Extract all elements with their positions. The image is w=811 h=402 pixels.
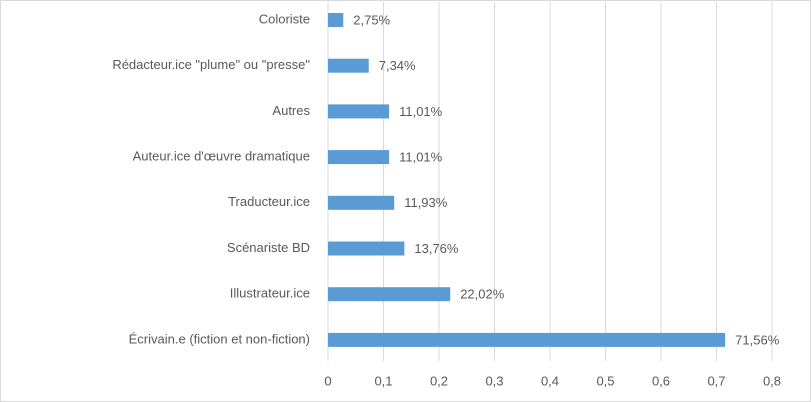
x-tick-label: 0,7 (707, 373, 725, 388)
data-label: 71,56% (735, 332, 780, 347)
x-tick-label: 0,4 (541, 373, 559, 388)
data-label: 2,75% (353, 12, 390, 27)
y-tick-label: Auteur.ice d'œuvre dramatique (133, 149, 310, 164)
y-tick-label: Traducteur.ice (228, 194, 310, 209)
y-tick-label: Illustrateur.ice (230, 286, 310, 301)
data-label: 11,93% (404, 195, 448, 210)
y-tick-label: Autres (272, 103, 310, 118)
data-label: 11,01% (399, 104, 443, 119)
y-tick-label: Scénariste BD (227, 240, 310, 255)
data-label: 13,76% (414, 241, 459, 256)
bar (328, 150, 390, 165)
bar (328, 13, 344, 27)
y-tick-label: Rédacteur.ice "plume" ou "presse" (112, 57, 310, 72)
x-tick-label: 0,8 (763, 373, 781, 388)
x-tick-label: 0,3 (485, 373, 503, 388)
bar (328, 241, 405, 256)
data-label: 11,01% (399, 150, 443, 165)
data-label: 7,34% (379, 58, 416, 73)
y-tick-label: Coloriste (259, 11, 310, 26)
x-tick-label: 0,5 (596, 373, 614, 388)
bar (328, 195, 395, 210)
data-label: 22,02% (460, 287, 505, 302)
x-tick-label: 0,1 (374, 373, 392, 388)
bar (328, 332, 726, 347)
bar (328, 104, 390, 119)
x-tick-label: 0 (324, 373, 331, 388)
x-tick-label: 0,6 (652, 373, 670, 388)
x-tick-label: 0,2 (430, 373, 448, 388)
bar (328, 287, 451, 302)
y-tick-label: Écrivain.e (fiction et non-fiction) (129, 331, 310, 346)
bar (328, 58, 369, 73)
